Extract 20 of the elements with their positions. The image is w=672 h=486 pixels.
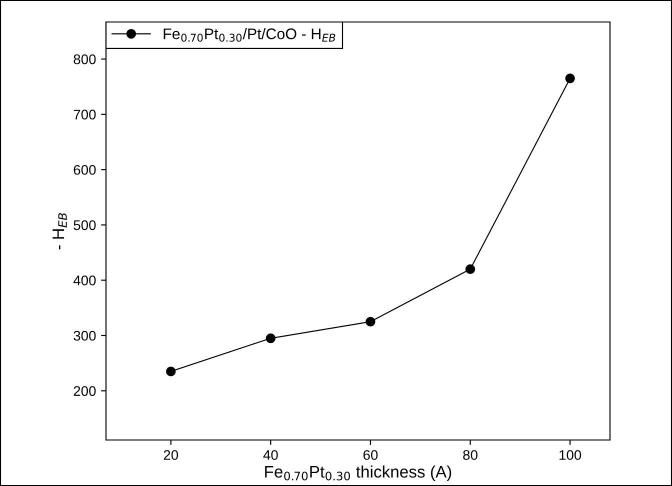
x-tick-label: 40 (263, 450, 278, 460)
x-tick-label: 60 (363, 450, 378, 460)
x-tick-label: 80 (463, 450, 478, 460)
y-tick-label: 300 (74, 330, 96, 341)
y-axis-title: - H$_{EB}$ (52, 213, 67, 250)
y-tick-label: 400 (73, 276, 96, 286)
point (166, 366, 176, 376)
point (366, 316, 376, 327)
y-tick-label: 600 (74, 164, 96, 175)
y-tick-label: 700 (74, 110, 96, 120)
x-tick-label: 20 (164, 450, 178, 460)
point (266, 333, 276, 344)
y-tick-label: 500 (74, 220, 96, 230)
x-axis-title: Fe$_{0.70}$Pt$_{0.30}$ thickness (A) (265, 465, 452, 481)
x-tick-label: 100 (560, 450, 582, 460)
legend-label: Fe$_{0.70}$Pt$_{0.30}$/Pt/CoO - H$_{EB}$ (164, 28, 336, 42)
y-tick-label: 200 (74, 386, 96, 396)
y-tick-label: 800 (74, 54, 96, 64)
point (565, 74, 575, 84)
point (465, 264, 476, 274)
